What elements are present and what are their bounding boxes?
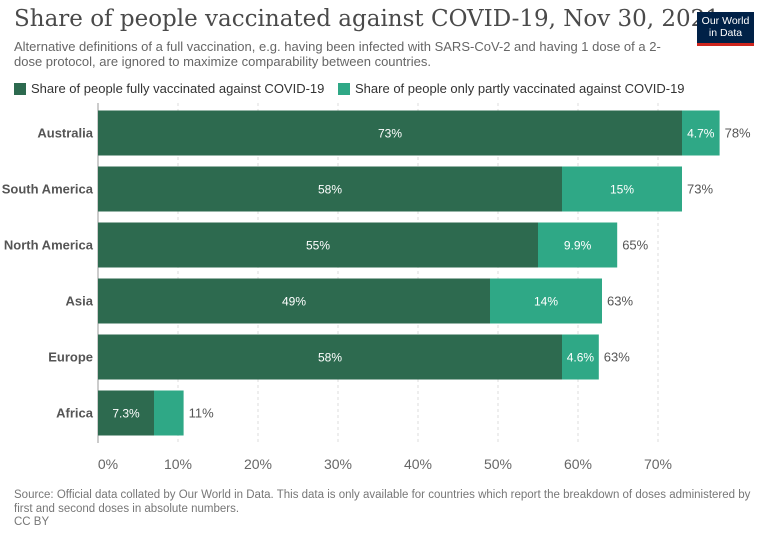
total-label-europe: 63% (604, 350, 630, 365)
x-tick-label-30: 30% (324, 456, 352, 472)
bar-partial-asia (490, 278, 602, 324)
x-tick-label-10: 10% (164, 456, 192, 472)
bar-label-full-africa: 7.3% (112, 407, 140, 421)
logo-accent-bar (697, 43, 754, 46)
bar-label-partial-asia: 14% (534, 295, 558, 309)
total-label-africa: 11% (189, 406, 214, 421)
chart-subtitle: Alternative definitions of a full vaccin… (14, 39, 661, 69)
bar-label-partial-south-america: 15% (610, 183, 634, 197)
logo-text-line2: in Data (708, 27, 743, 39)
total-label-south-america: 73% (687, 182, 713, 197)
x-tick-label-60: 60% (564, 456, 592, 472)
category-label-south-america: South America (2, 182, 94, 197)
bar-label-full-asia: 49% (282, 295, 306, 309)
x-tick-label-40: 40% (404, 456, 432, 472)
legend-item-full[interactable]: Share of people fully vaccinated against… (14, 81, 324, 96)
legend-swatch-full (14, 82, 26, 95)
owid-logo[interactable]: Our World in Data (697, 12, 754, 45)
bar-partial-south-america (562, 166, 682, 212)
bar-label-partial-north-america: 9.9% (564, 239, 592, 253)
chart-title: Share of people vaccinated against COVID… (14, 6, 720, 32)
bar-full-asia (98, 278, 490, 324)
bar-label-full-europe: 58% (318, 351, 342, 365)
legend-item-partial[interactable]: Share of people only partly vaccinated a… (338, 81, 685, 96)
bar-label-full-south-america: 58% (318, 183, 342, 197)
x-tick-label-0: 0% (98, 456, 118, 472)
bar-label-partial-australia: 4.7% (687, 127, 715, 141)
source-note: Source: Official data collated by Our Wo… (14, 489, 751, 515)
x-tick-label-50: 50% (484, 456, 512, 472)
bar-label-full-north-america: 55% (306, 239, 330, 253)
category-label-australia: Australia (37, 126, 93, 141)
bar-label-partial-europe: 4.6% (567, 351, 595, 365)
category-label-asia: Asia (66, 294, 94, 309)
license-note: CC BY (14, 516, 50, 528)
total-label-north-america: 65% (622, 238, 648, 253)
legend-label-full: Share of people fully vaccinated against… (31, 81, 325, 96)
category-label-africa: Africa (56, 406, 94, 421)
legend-label-partial: Share of people only partly vaccinated a… (355, 81, 685, 96)
bar-full-europe (98, 334, 562, 380)
bar-partial-africa (154, 390, 184, 436)
bar-partial-north-america (538, 222, 618, 268)
x-tick-label-20: 20% (244, 456, 272, 472)
bar-full-australia (98, 110, 682, 156)
legend: Share of people fully vaccinated against… (14, 81, 695, 98)
logo-text-line1: Our World (701, 15, 750, 27)
total-label-australia: 78% (725, 126, 751, 141)
bar-full-south-america (98, 166, 562, 212)
bar-full-north-america (98, 222, 538, 268)
x-tick-label-70: 70% (644, 456, 672, 472)
bar-partial-australia (682, 110, 720, 156)
total-label-asia: 63% (607, 294, 633, 309)
category-label-europe: Europe (48, 350, 93, 365)
bar-label-full-australia: 73% (378, 127, 402, 141)
category-label-north-america: North America (4, 238, 94, 253)
legend-swatch-partial (338, 82, 351, 95)
bar-full-africa (98, 390, 154, 436)
bar-partial-europe (562, 334, 599, 380)
